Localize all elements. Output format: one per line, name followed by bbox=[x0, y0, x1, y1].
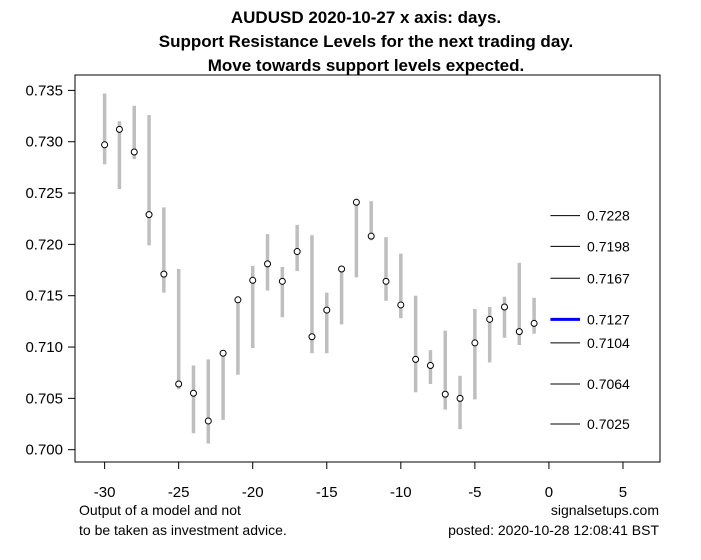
close-point bbox=[219, 349, 227, 357]
y-tick-label: 0.735 bbox=[25, 82, 63, 99]
close-point bbox=[367, 232, 375, 240]
level-label: 0.7064 bbox=[587, 376, 630, 392]
close-point bbox=[115, 125, 123, 133]
close-point bbox=[308, 333, 316, 341]
chart-title-line-1: AUDUSD 2020-10-27 x axis: days. bbox=[231, 8, 501, 27]
y-tick-label: 0.710 bbox=[25, 339, 63, 356]
y-tick-label: 0.705 bbox=[25, 390, 63, 407]
close-point bbox=[500, 303, 508, 311]
close-point bbox=[352, 198, 360, 206]
level-label: 0.7228 bbox=[587, 208, 630, 224]
close-point bbox=[412, 355, 420, 363]
y-tick-label: 0.725 bbox=[25, 185, 63, 202]
x-tick-label: -20 bbox=[242, 484, 264, 501]
level-lines: 0.7228 0.7198 0.7167 0.7127 0.7104 0.7064 0.70… bbox=[550, 208, 630, 432]
close-point bbox=[530, 319, 538, 327]
close-point bbox=[323, 306, 331, 314]
close-point bbox=[441, 390, 449, 398]
y-tick-label: 0.715 bbox=[25, 288, 63, 305]
x-tick-label: -10 bbox=[390, 484, 412, 501]
x-axis: -30 -25 -20 -15 -10 -5 0 5 bbox=[94, 461, 627, 501]
chart-title-line-2: Support Resistance Levels for the next t… bbox=[159, 32, 573, 51]
y-tick-label: 0.700 bbox=[25, 442, 63, 459]
close-point bbox=[515, 328, 523, 336]
close-point bbox=[160, 270, 168, 278]
level-label: 0.7025 bbox=[587, 416, 630, 432]
close-point bbox=[293, 248, 301, 256]
close-point bbox=[234, 296, 242, 304]
close-point bbox=[382, 277, 390, 285]
x-tick-label: -15 bbox=[316, 484, 338, 501]
disclaimer-line-2: to be taken as investment advice. bbox=[79, 522, 287, 538]
x-tick-label: -25 bbox=[168, 484, 190, 501]
close-point bbox=[338, 265, 346, 273]
x-tick-label: -5 bbox=[468, 484, 481, 501]
close-point bbox=[204, 417, 212, 425]
close-point bbox=[471, 339, 479, 347]
level-label: 0.7104 bbox=[587, 335, 630, 351]
close-point bbox=[278, 277, 286, 285]
level-label: 0.7198 bbox=[587, 238, 630, 254]
y-axis: 0.700 0.705 0.710 0.715 0.720 0.725 0.730 0.735 bbox=[25, 82, 76, 459]
close-dots bbox=[101, 125, 538, 425]
close-point bbox=[145, 211, 153, 219]
close-point bbox=[249, 276, 257, 284]
close-point bbox=[456, 394, 464, 402]
close-point bbox=[101, 141, 109, 149]
range-bars bbox=[102, 93, 536, 444]
posted-timestamp: posted: 2020-10-28 12:08:41 BST bbox=[448, 522, 659, 538]
close-point bbox=[397, 301, 405, 309]
level-label: 0.7167 bbox=[587, 270, 630, 286]
close-point bbox=[189, 389, 197, 397]
x-tick-label: 0 bbox=[545, 484, 553, 501]
close-point bbox=[130, 148, 138, 156]
y-tick-label: 0.730 bbox=[25, 134, 63, 151]
site-name: signalsetups.com bbox=[551, 502, 659, 518]
close-point bbox=[486, 315, 494, 323]
y-tick-label: 0.720 bbox=[25, 236, 63, 253]
x-tick-label: 5 bbox=[619, 484, 627, 501]
close-point bbox=[426, 362, 434, 370]
close-point bbox=[264, 260, 272, 268]
close-point bbox=[175, 380, 183, 388]
disclaimer-line-1: Output of a model and not bbox=[79, 502, 241, 518]
level-label: 0.7127 bbox=[587, 311, 630, 327]
x-tick-label: -30 bbox=[94, 484, 116, 501]
chart-title-line-3: Move towards support levels expected. bbox=[208, 56, 524, 75]
